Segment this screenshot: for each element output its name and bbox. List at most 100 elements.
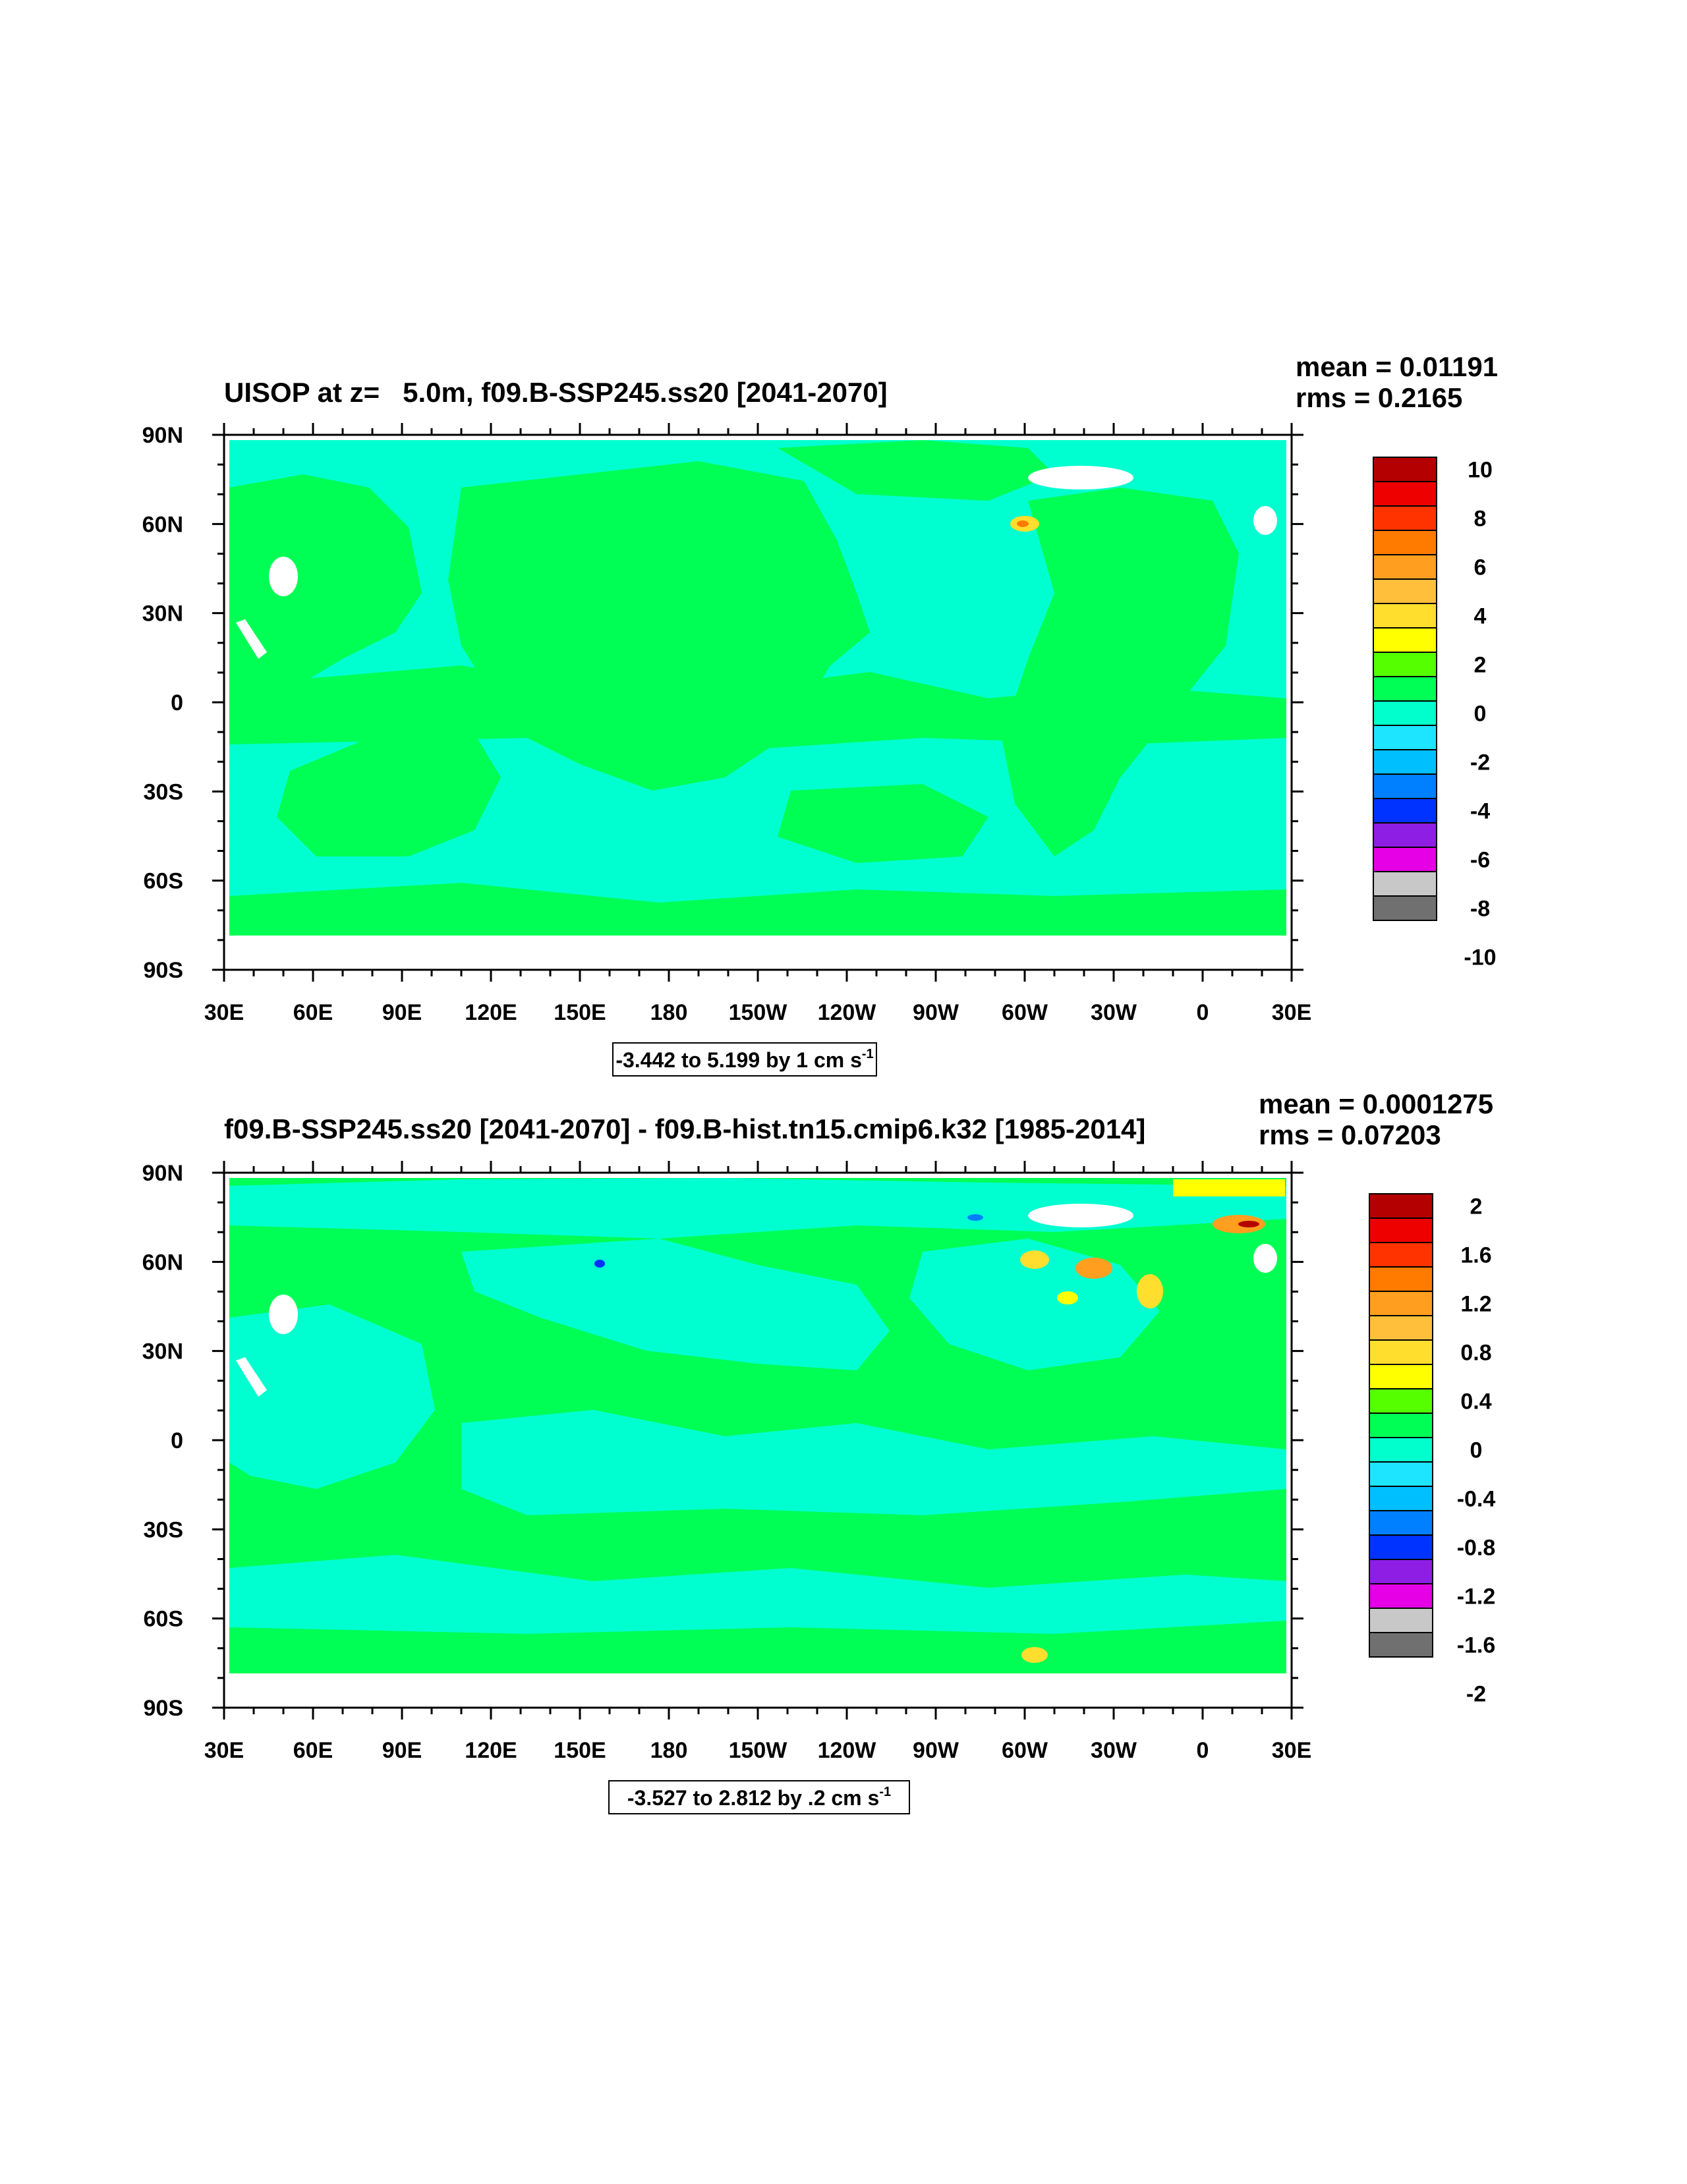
panel-1-x-tick-labels: 30E 60E 90E 120E 150E 180 150W 120W 90W 60W 30W 0 30… [204, 1000, 1312, 1025]
x-tick-label: 120W [818, 1738, 877, 1763]
y-tick-label: 30N [142, 1339, 183, 1364]
colorbar-box [1373, 749, 1437, 775]
x-tick-label: 150W [729, 1000, 788, 1025]
colorbar-label: -2 [1470, 750, 1490, 775]
colorbar-label: 1.2 [1460, 1292, 1491, 1317]
colorbar-label: -6 [1470, 848, 1490, 873]
x-tick-label: 0 [1197, 1738, 1209, 1763]
svg-text:-3.527 to 2.812 by .2 cm s-1: -3.527 to 2.812 by .2 cm s-1 [627, 1785, 891, 1810]
y-tick-label: 90S [144, 958, 184, 983]
contour-info-box [612, 1042, 877, 1077]
panel-1-y-tick-labels: 90N 60N 30N 0 30S 60S 90S [142, 423, 183, 983]
panel-1-colorbar: 10 8 6 4 2 0 -2 -4 -6 -8 -10 [1373, 457, 1497, 970]
y-tick-label: 60N [142, 1250, 183, 1275]
colorbar-box [1373, 798, 1437, 824]
missing-data-baltic [1253, 1244, 1277, 1273]
colorbar-label: -0.8 [1457, 1536, 1496, 1561]
colorbar-label: 6 [1474, 555, 1487, 580]
x-tick-label: 60W [1002, 1738, 1048, 1763]
colorbar-box [1369, 1583, 1433, 1609]
y-tick-label: 30N [142, 602, 183, 627]
field-region-north-pacific-neg [461, 1239, 890, 1370]
field-region-arctic-neg [229, 1178, 1286, 1239]
x-tick-label: 30E [1272, 1738, 1312, 1763]
colorbar-box [1373, 700, 1437, 726]
panel-1-map [212, 423, 1303, 982]
panel-1-contour-info: -3.442 to 5.199 by 1 cm s-1 [612, 1042, 877, 1077]
colorbar-box [1373, 773, 1437, 799]
colorbar-box [1373, 652, 1437, 677]
missing-data-caspian [269, 557, 298, 596]
field-region-tropical-neg [461, 1410, 1286, 1515]
field-region-arctic [778, 440, 1054, 501]
x-tick-label: 120E [465, 1000, 517, 1025]
colorbar-box [1373, 676, 1437, 702]
colorbar-box [1373, 554, 1437, 580]
panel-1-mean: mean = 0.01191 [1296, 351, 1498, 382]
field-region-south-atlantic [778, 784, 988, 863]
y-tick-label: 30S [144, 1517, 184, 1542]
field-region-indian-neg [229, 1304, 435, 1489]
colorbar-box [1369, 1315, 1433, 1341]
panel-1-title: UISOP at z= 5.0m, f09.B-SSP245.ss20 [204… [224, 377, 888, 408]
panel-2-mean: mean = 0.0001275 [1259, 1088, 1493, 1119]
contour-info-text: -3.442 to 5.199 by 1 cm s [615, 1048, 862, 1072]
x-tick-label: 150W [729, 1738, 788, 1763]
colorbar-label: 0 [1474, 702, 1487, 727]
field-region-atlantic [1002, 488, 1239, 856]
y-tick-label: 90N [142, 423, 183, 448]
field-region-south-neg [229, 1555, 1286, 1634]
field-region-south-pacific [277, 712, 501, 856]
colorbar-label: 4 [1474, 604, 1487, 629]
field-region-tropical-belt [229, 665, 1286, 751]
colorbar-label: -4 [1470, 799, 1490, 824]
panel-2-x-tick-labels: 30E 60E 90E 120E 150E 180 150W 120W 90W 60W 30W 0 30… [204, 1738, 1312, 1763]
missing-data-red-sea [236, 1357, 267, 1397]
colorbar-label: 0.4 [1460, 1389, 1491, 1414]
colorbar-box [1369, 1608, 1433, 1633]
x-tick-label: 60E [293, 1738, 333, 1763]
x-tick-label: 120E [465, 1738, 517, 1763]
colorbar-box [1373, 481, 1437, 507]
y-tick-label: 60N [142, 512, 183, 537]
colorbar-box [1369, 1413, 1433, 1438]
colorbar-box [1369, 1461, 1433, 1487]
colorbar-box [1369, 1437, 1433, 1463]
colorbar-box [1373, 895, 1437, 921]
colorbar-label: 8 [1474, 507, 1487, 532]
field-anomaly-arctic-rim [1173, 1179, 1285, 1196]
colorbar-label: 2 [1470, 1194, 1483, 1219]
colorbar-box [1369, 1388, 1433, 1414]
x-tick-label: 90W [913, 1738, 959, 1763]
x-tick-label: 90W [913, 1000, 959, 1025]
x-tick-label: 30E [204, 1738, 244, 1763]
panel-2-contour-info: -3.527 to 2.812 by .2 cm s-1 [608, 1780, 910, 1814]
missing-data-red-sea [236, 619, 267, 659]
contour-info-box [608, 1780, 910, 1814]
colorbar-box [1373, 457, 1437, 482]
colorbar-label: 2 [1474, 653, 1487, 678]
contour-info-text: -3.527 to 2.812 by .2 cm s [627, 1786, 879, 1810]
colorbar-box [1373, 725, 1437, 750]
colorbar-box [1373, 603, 1437, 629]
colorbar-box [1369, 1486, 1433, 1511]
field-region-indian-ocean [229, 474, 422, 725]
contour-info-sup: -1 [862, 1047, 874, 1061]
colorbar-box [1369, 1364, 1433, 1389]
y-tick-label: 30S [144, 779, 184, 804]
panel-2-map [212, 1161, 1303, 1720]
colorbar-box [1369, 1291, 1433, 1316]
colorbar-label: -2 [1466, 1682, 1486, 1707]
x-tick-label: 90E [382, 1000, 422, 1025]
x-tick-label: 30W [1091, 1738, 1137, 1763]
field-region-southern-ocean [229, 883, 1286, 936]
x-tick-label: 180 [650, 1000, 688, 1025]
field-anomaly-labrador-b [1075, 1258, 1112, 1279]
field-anomaly-greenland-sea-core [1238, 1221, 1259, 1227]
missing-data-caspian [269, 1295, 298, 1334]
x-tick-label: 30E [1272, 1000, 1312, 1025]
panel-2-colorbar: 2 1.6 1.2 0.8 0.4 0 -0.4 -0.8 -1.2 -1.6 -2 [1369, 1193, 1496, 1707]
colorbar-box [1373, 578, 1437, 604]
panel-2-ticks [212, 1161, 1303, 1720]
